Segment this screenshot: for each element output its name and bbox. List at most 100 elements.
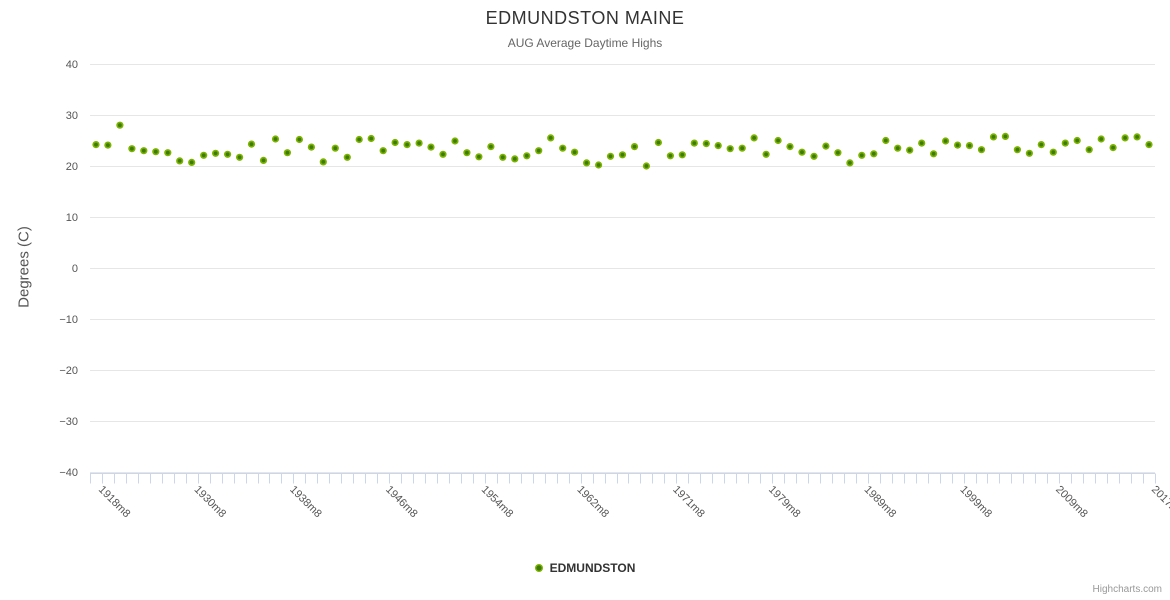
data-point[interactable] (487, 143, 495, 151)
data-point[interactable] (355, 135, 363, 144)
data-point[interactable] (977, 146, 986, 154)
data-point[interactable] (965, 142, 974, 150)
data-point[interactable] (894, 144, 902, 152)
data-point[interactable] (666, 152, 675, 160)
data-point[interactable] (822, 142, 830, 150)
data-point[interactable] (92, 141, 100, 149)
data-point[interactable] (870, 150, 878, 158)
data-point[interactable] (642, 162, 651, 170)
data-point[interactable] (786, 143, 794, 151)
data-point[interactable] (834, 149, 842, 157)
data-point[interactable] (618, 151, 627, 159)
data-point[interactable] (451, 137, 459, 145)
data-point[interactable] (140, 147, 148, 155)
data-point[interactable] (403, 141, 411, 149)
legend[interactable]: EDMUNDSTON (0, 561, 1170, 575)
data-point[interactable] (942, 137, 950, 145)
data-point[interactable] (439, 150, 447, 158)
data-point[interactable] (1025, 149, 1033, 157)
data-point[interactable] (930, 150, 938, 158)
data-point[interactable] (1001, 132, 1010, 140)
data-point[interactable] (1013, 146, 1022, 154)
data-point[interactable] (846, 159, 854, 167)
data-point[interactable] (1037, 141, 1045, 149)
data-point[interactable] (738, 144, 746, 152)
x-axis (90, 473, 1156, 484)
data-point[interactable] (798, 148, 806, 156)
credits-link[interactable]: Highcharts.com (1092, 584, 1162, 595)
data-point[interactable] (571, 148, 579, 156)
data-point[interactable] (1145, 141, 1153, 149)
svg-text:1938m8: 1938m8 (287, 484, 324, 521)
svg-text:1999m8: 1999m8 (957, 484, 994, 521)
data-point[interactable] (989, 133, 998, 141)
data-point[interactable] (511, 155, 519, 163)
data-point[interactable] (283, 149, 291, 157)
data-point[interactable] (1049, 148, 1057, 156)
data-point[interactable] (176, 157, 184, 165)
data-point[interactable] (116, 121, 124, 129)
data-point[interactable] (810, 152, 818, 160)
data-point[interactable] (918, 139, 926, 147)
data-point[interactable] (654, 138, 663, 147)
data-point[interactable] (319, 158, 327, 166)
data-point[interactable] (152, 148, 160, 156)
data-point[interactable] (630, 143, 639, 151)
svg-text:30: 30 (66, 110, 78, 122)
data-point[interactable] (475, 153, 483, 161)
data-point[interactable] (762, 150, 770, 158)
data-point[interactable] (499, 153, 507, 161)
data-point[interactable] (379, 147, 387, 155)
data-point[interactable] (188, 158, 196, 166)
data-point[interactable] (714, 142, 722, 150)
data-point[interactable] (858, 151, 866, 159)
data-point[interactable] (200, 151, 208, 159)
data-point[interactable] (331, 144, 339, 152)
data-point[interactable] (678, 151, 686, 159)
data-point[interactable] (1097, 135, 1105, 143)
y-gridlines (90, 64, 1155, 473)
data-point[interactable] (128, 145, 136, 153)
data-point[interactable] (224, 150, 232, 158)
data-point[interactable] (164, 149, 172, 157)
data-point[interactable] (750, 134, 758, 142)
data-point[interactable] (690, 139, 698, 147)
data-point[interactable] (1109, 144, 1117, 152)
data-point[interactable] (343, 153, 351, 161)
data-point[interactable] (367, 134, 375, 143)
data-point[interactable] (427, 143, 435, 151)
data-point[interactable] (906, 146, 914, 154)
data-point[interactable] (104, 141, 112, 149)
data-point[interactable] (523, 152, 531, 160)
data-point[interactable] (1085, 146, 1093, 154)
svg-text:40: 40 (66, 59, 78, 71)
data-point[interactable] (247, 140, 256, 148)
y-axis-labels: −40 −30 −20 −10 0 10 20 30 40 (59, 59, 78, 479)
data-point[interactable] (295, 135, 303, 144)
data-point[interactable] (702, 140, 710, 148)
legend-label[interactable]: EDMUNDSTON (549, 561, 636, 575)
data-point[interactable] (882, 136, 890, 145)
data-point[interactable] (774, 136, 782, 145)
data-point[interactable] (606, 152, 615, 160)
data-point[interactable] (535, 147, 543, 155)
data-point[interactable] (415, 139, 423, 147)
data-point[interactable] (259, 156, 268, 164)
data-point[interactable] (212, 149, 220, 157)
data-point[interactable] (1133, 133, 1141, 141)
data-point[interactable] (954, 141, 962, 149)
data-point[interactable] (271, 135, 280, 143)
data-point[interactable] (1121, 134, 1129, 142)
data-point[interactable] (463, 149, 471, 157)
data-point[interactable] (307, 143, 315, 151)
data-point[interactable] (1073, 136, 1081, 145)
data-point[interactable] (1061, 139, 1069, 147)
data-point[interactable] (595, 161, 603, 169)
data-point[interactable] (726, 145, 734, 153)
data-point[interactable] (547, 134, 555, 142)
data-point[interactable] (559, 144, 567, 152)
data-point[interactable] (236, 153, 244, 161)
data-point[interactable] (583, 159, 591, 167)
data-point[interactable] (391, 138, 399, 147)
